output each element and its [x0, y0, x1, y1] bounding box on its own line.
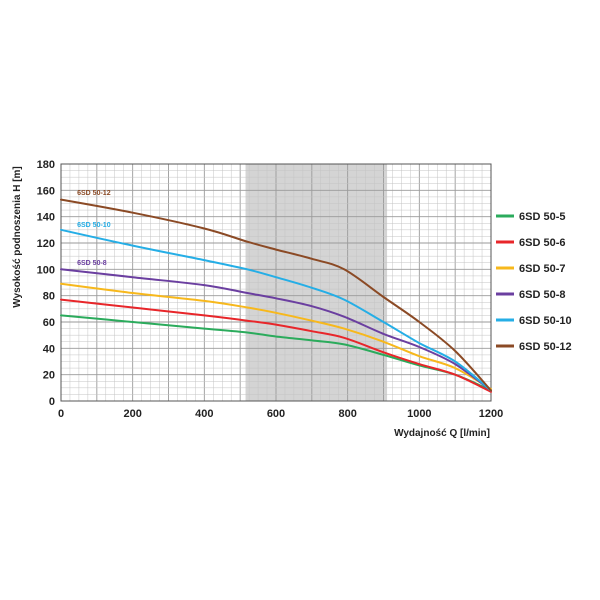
y-tick-label: 140: [37, 212, 55, 224]
series-line-5: [60, 228, 492, 392]
plot-border: [60, 163, 492, 402]
series-line-6: [60, 198, 492, 392]
series-line-4: [60, 268, 492, 392]
y-axis-title: Wysokość podnoszenia H [m]: [12, 166, 23, 308]
data-series: [60, 198, 492, 393]
curve-label: 6SD 50-8: [77, 260, 107, 267]
chart-legend: 6SD 50-5 6SD 50-6 6SD 50-7 6SD 50-8 6SD 50-1…: [496, 211, 572, 353]
y-tick-label: 0: [49, 396, 55, 408]
x-axis-title: Wydajność Q [l/min]: [394, 428, 490, 439]
legend-label: 6SD 50-10: [519, 315, 572, 327]
x-tick-label: 1200: [479, 408, 503, 420]
y-tick-label: 80: [43, 291, 55, 303]
y-tick-label: 60: [43, 317, 55, 329]
y-tick-label: 180: [37, 159, 55, 171]
x-tick-label: 400: [195, 408, 213, 420]
series-line-2: [60, 298, 492, 393]
curve-label: 6SD 50-12: [77, 190, 111, 197]
y-tick-label: 40: [43, 343, 55, 355]
x-tick-label: 600: [267, 408, 285, 420]
legend-label: 6SD 50-8: [519, 289, 565, 301]
x-tick-label: 800: [338, 408, 356, 420]
x-tick-label: 1000: [407, 408, 431, 420]
y-tick-label: 160: [37, 185, 55, 197]
chart-axes: [60, 163, 492, 402]
legend-label: 6SD 50-7: [519, 263, 565, 275]
curve-label: 6SD 50-10: [77, 222, 111, 229]
tick-labels: 0 200 400 600 800 1000 1200 0 20 40 60 80 100 120 140 1…: [37, 159, 504, 420]
curve-labels: 6SD 50-12 6SD 50-10 6SD 50-8: [77, 190, 111, 267]
y-tick-label: 20: [43, 370, 55, 382]
y-tick-label: 120: [37, 238, 55, 250]
legend-label: 6SD 50-6: [519, 237, 565, 249]
legend-label: 6SD 50-5: [519, 211, 565, 223]
series-line-3: [60, 282, 492, 391]
chart-grid: [60, 163, 492, 402]
x-tick-label: 0: [58, 408, 64, 420]
legend-label: 6SD 50-12: [519, 341, 572, 353]
x-tick-label: 200: [123, 408, 141, 420]
y-tick-label: 100: [37, 264, 55, 276]
